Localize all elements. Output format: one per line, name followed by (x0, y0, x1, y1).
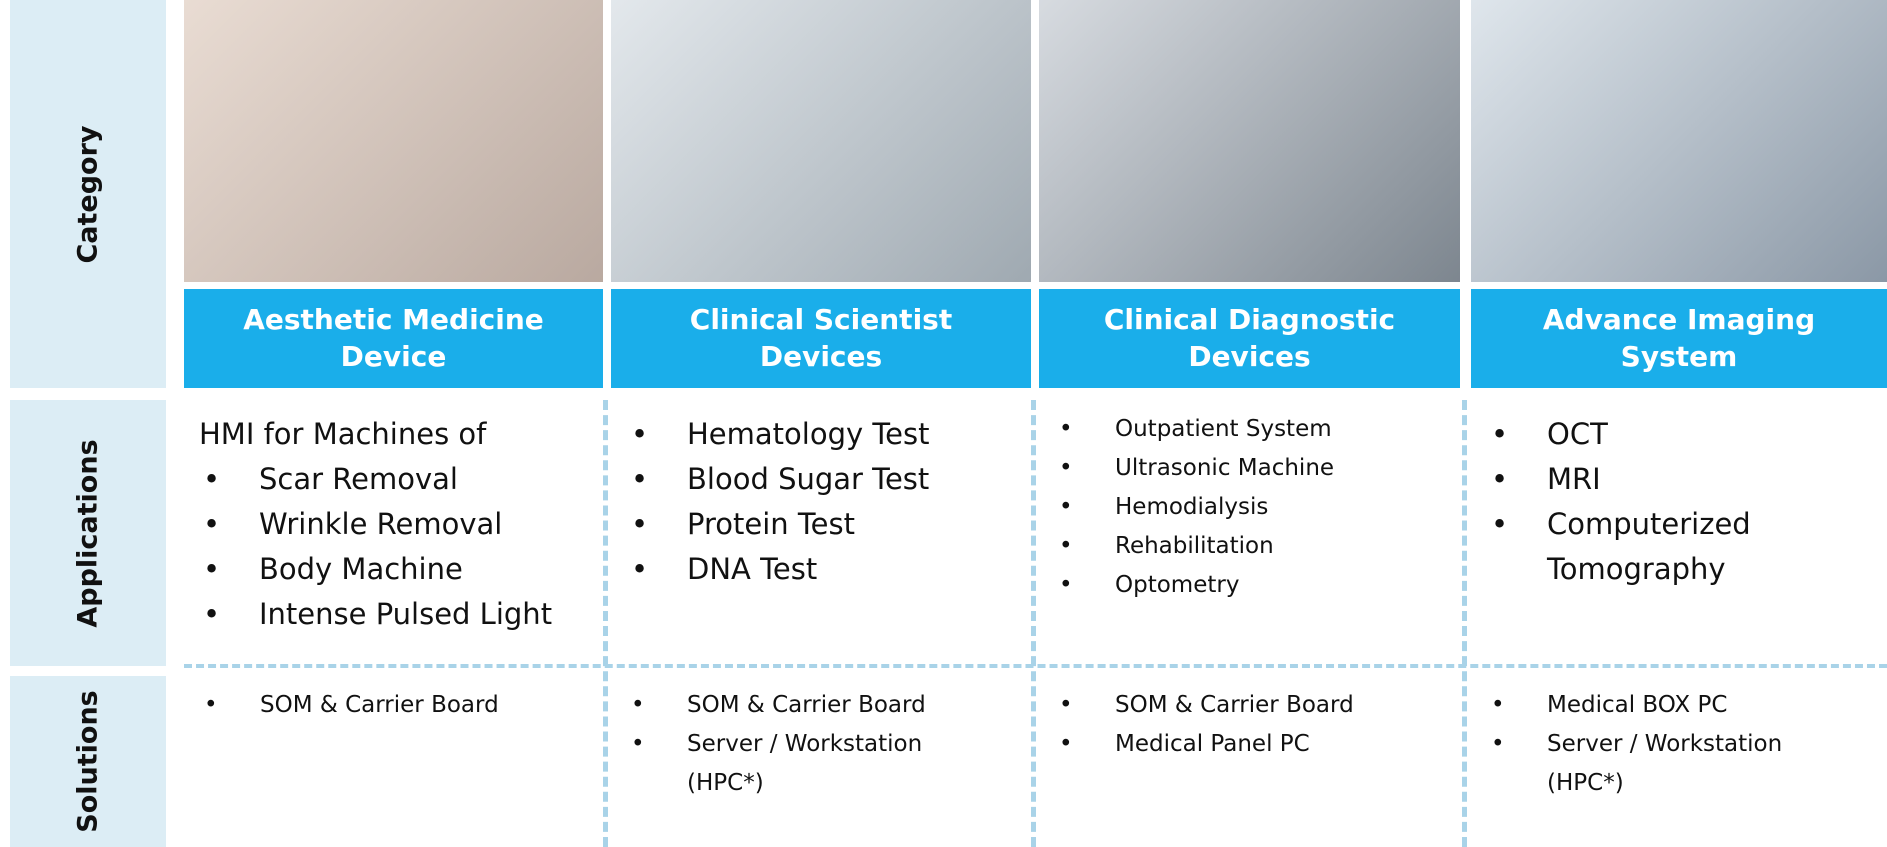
application-list: Scar RemovalWrinkle RemovalBody MachineI… (199, 457, 588, 637)
row-label: Solutions (72, 690, 104, 833)
photo (184, 0, 603, 282)
application-item: Ultrasonic Machine (1055, 449, 1446, 488)
photo (1471, 0, 1887, 282)
column-header: Aesthetic Medicine Device (184, 289, 603, 388)
application-item: Hematology Test (627, 412, 1017, 457)
application-item: Protein Test (627, 502, 1017, 547)
application-item: Blood Sugar Test (627, 457, 1017, 502)
application-item: DNA Test (627, 547, 1017, 592)
row-label-box: Applications (10, 400, 166, 666)
solution-item: Medical Panel PC (1055, 725, 1416, 764)
photo (611, 0, 1031, 282)
solution-item: SOM & Carrier Board (627, 686, 987, 725)
applications: HMI for Machines of Scar RemovalWrinkle R… (199, 412, 588, 637)
row-label-box: Category (10, 0, 166, 388)
solution-list: SOM & Carrier BoardMedical Panel PC (1055, 686, 1416, 764)
applications: Hematology TestBlood Sugar TestProtein T… (627, 412, 1017, 592)
solution-list: SOM & Carrier Board (200, 686, 559, 725)
solution-item: Medical BOX PC (1487, 686, 1843, 725)
application-item: MRI (1487, 457, 1873, 502)
application-list: Hematology TestBlood Sugar TestProtein T… (627, 412, 1017, 592)
application-list: OCTMRIComputerized Tomography (1487, 412, 1873, 592)
solution-item: SOM & Carrier Board (200, 686, 559, 725)
divider (184, 664, 1887, 668)
divider (1031, 400, 1036, 847)
solutions: SOM & Carrier Board (200, 686, 559, 725)
photo (1039, 0, 1460, 282)
application-list: Outpatient SystemUltrasonic MachineHemod… (1055, 410, 1446, 605)
row-label: Applications (72, 438, 104, 628)
header-line: System (1620, 339, 1738, 373)
solution-list: Medical BOX PCServer / Workstation (HPC*… (1487, 686, 1843, 803)
header-line: Clinical Diagnostic (1103, 303, 1396, 337)
solutions: SOM & Carrier BoardServer / Workstation … (627, 686, 987, 803)
applications: Outpatient SystemUltrasonic MachineHemod… (1055, 410, 1446, 605)
column-header: Clinical Scientist Devices (611, 289, 1031, 388)
solutions: SOM & Carrier BoardMedical Panel PC (1055, 686, 1416, 764)
application-item: Rehabilitation (1055, 527, 1446, 566)
divider (1462, 400, 1467, 847)
solution-list: SOM & Carrier BoardServer / Workstation … (627, 686, 987, 803)
solutions: Medical BOX PCServer / Workstation (HPC*… (1487, 686, 1843, 803)
solution-item: Server / Workstation (HPC*) (1487, 725, 1843, 803)
header-line: Device (340, 339, 447, 373)
applications: OCTMRIComputerized Tomography (1487, 412, 1873, 592)
header-line: Clinical Scientist (689, 303, 953, 337)
applications-intro: HMI for Machines of (199, 417, 487, 451)
divider (603, 400, 608, 847)
row-label-box: Solutions (10, 676, 166, 847)
application-item: Scar Removal (199, 457, 588, 502)
application-item: Outpatient System (1055, 410, 1446, 449)
solution-item: Server / Workstation (HPC*) (627, 725, 987, 803)
header-line: Devices (1188, 339, 1311, 373)
header-line: Aesthetic Medicine (243, 303, 544, 337)
header-line: Devices (759, 339, 883, 373)
application-item: Wrinkle Removal (199, 502, 588, 547)
column-header: Advance Imaging System (1471, 289, 1887, 388)
application-item: Computerized Tomography (1487, 502, 1873, 592)
application-item: Body Machine (199, 547, 588, 592)
solution-item: SOM & Carrier Board (1055, 686, 1416, 725)
header-line: Advance Imaging (1542, 303, 1816, 337)
row-label: Category (72, 124, 104, 264)
application-item: OCT (1487, 412, 1873, 457)
application-item: Optometry (1055, 566, 1446, 605)
column-header: Clinical Diagnostic Devices (1039, 289, 1460, 388)
application-item: Intense Pulsed Light (199, 592, 588, 637)
application-item: Hemodialysis (1055, 488, 1446, 527)
